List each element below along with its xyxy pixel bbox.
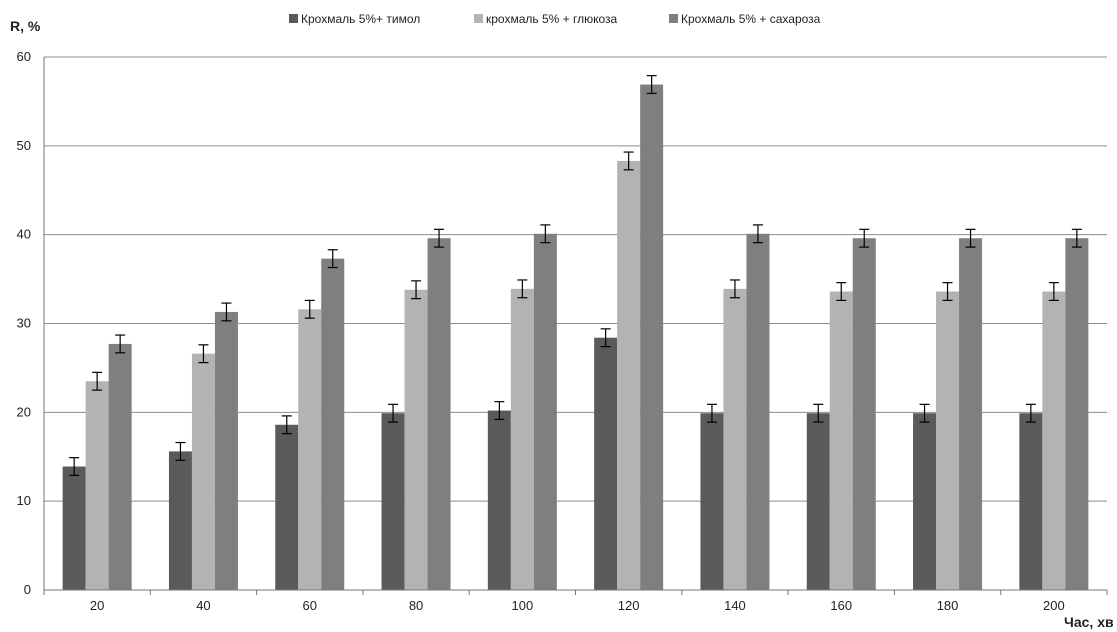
bar — [1019, 413, 1043, 590]
bar — [62, 466, 86, 590]
x-tick-label: 160 — [830, 598, 852, 613]
bar — [806, 413, 830, 590]
bar — [298, 309, 322, 590]
x-axis-ticks: 20 40 60 80 100 120 140 160 180 200 — [90, 598, 1065, 613]
x-axis-title: Час, хв — [1064, 614, 1114, 630]
y-axis-title: R, % — [10, 18, 41, 34]
bar — [108, 343, 132, 590]
bar — [487, 410, 511, 590]
bar — [85, 381, 109, 590]
bar — [275, 424, 299, 590]
bar — [168, 451, 192, 590]
x-tick-label: 180 — [937, 598, 959, 613]
y-tick-label: 60 — [17, 49, 31, 64]
bar — [913, 413, 937, 590]
bar — [723, 288, 747, 590]
bar — [404, 289, 428, 590]
x-tick-label: 60 — [303, 598, 317, 613]
bar — [959, 238, 983, 590]
bars — [62, 84, 1089, 591]
bar — [829, 291, 853, 590]
x-tick-label: 200 — [1043, 598, 1065, 613]
legend-swatch — [474, 14, 483, 23]
legend-label: Крохмаль 5% + сахароза — [681, 12, 821, 26]
legend-swatch — [669, 14, 678, 23]
bar — [594, 337, 618, 590]
y-tick-label: 10 — [17, 493, 31, 508]
x-tick-label: 140 — [724, 598, 746, 613]
bar — [617, 160, 641, 590]
legend: Крохмаль 5%+ тимол крохмаль 5% + глюкоза К… — [289, 12, 821, 26]
bar — [321, 258, 345, 590]
legend-label: Крохмаль 5%+ тимол — [301, 12, 420, 26]
bar — [640, 84, 664, 590]
x-tick-label: 20 — [90, 598, 104, 613]
error-bars — [69, 75, 1082, 477]
legend-label: крохмаль 5% + глюкоза — [486, 12, 618, 26]
bar — [1065, 238, 1089, 590]
bar — [1042, 291, 1066, 590]
axes — [43, 57, 1108, 595]
x-tick-label: 100 — [511, 598, 533, 613]
x-tick-label: 80 — [409, 598, 423, 613]
bar — [427, 238, 451, 590]
y-axis-ticks: 0 10 20 30 40 50 60 — [17, 49, 31, 597]
y-tick-label: 50 — [17, 138, 31, 153]
y-tick-label: 30 — [17, 316, 31, 331]
bar — [852, 238, 876, 590]
legend-swatch — [289, 14, 298, 23]
bar — [191, 353, 215, 590]
bar — [700, 413, 724, 590]
y-tick-label: 40 — [17, 227, 31, 242]
bar — [746, 233, 770, 591]
bar — [381, 413, 405, 590]
bar — [533, 233, 557, 591]
bar — [214, 311, 238, 590]
bar — [510, 288, 534, 590]
x-tick-label: 40 — [196, 598, 210, 613]
y-tick-label: 0 — [24, 582, 31, 597]
y-tick-label: 20 — [17, 404, 31, 419]
bar — [936, 291, 960, 590]
x-tick-label: 120 — [618, 598, 640, 613]
